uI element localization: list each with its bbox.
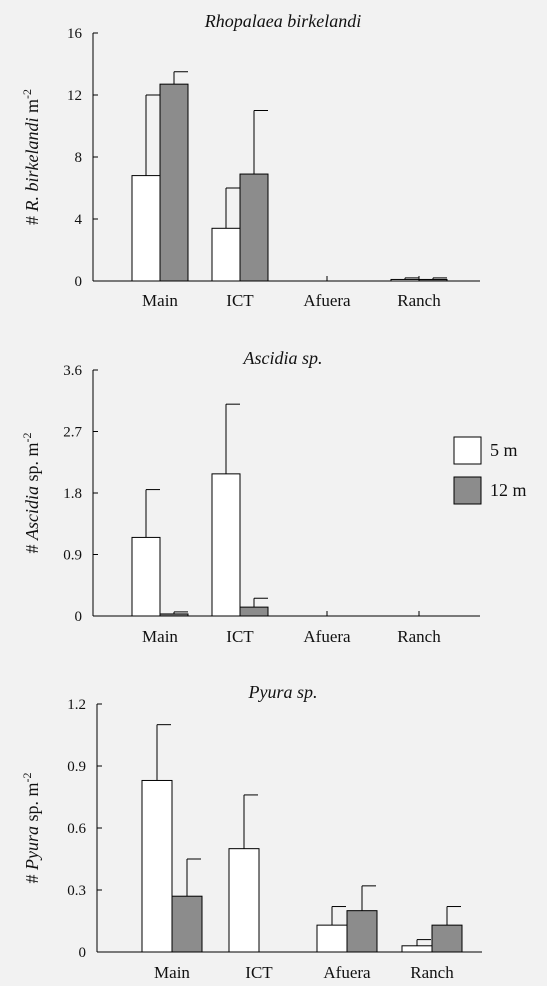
y-tick-label: 3.6 bbox=[63, 363, 82, 379]
y-tick-label: 8 bbox=[75, 150, 83, 166]
x-category-label: ICT bbox=[226, 627, 254, 646]
chart-panel-2: Ascidia sp. 0 0.9 1.8 2.7 3.6 Main ICT Afuera Ran… bbox=[20, 348, 480, 646]
bar-12m bbox=[239, 173, 269, 282]
x-category-label: ICT bbox=[226, 291, 254, 310]
x-category-label: Ranch bbox=[397, 291, 441, 310]
bar-12m bbox=[418, 278, 448, 282]
bar-5m bbox=[390, 278, 420, 282]
x-category-label: Main bbox=[142, 291, 178, 310]
y-tick-label: 0 bbox=[79, 945, 87, 961]
bar-5m bbox=[316, 924, 348, 953]
x-category-label: Ranch bbox=[410, 963, 454, 982]
bar-5m bbox=[131, 536, 161, 617]
y-tick-label: 16 bbox=[67, 26, 83, 42]
y-tick-label: 1.8 bbox=[63, 486, 82, 502]
y-tick-label: 0.9 bbox=[67, 759, 86, 775]
bar-12m bbox=[171, 895, 203, 953]
y-tick-label: 12 bbox=[67, 88, 82, 104]
x-category-label: Main bbox=[154, 963, 190, 982]
y-tick-label: 0 bbox=[75, 274, 83, 290]
legend-swatch bbox=[453, 476, 482, 505]
bar-5m bbox=[211, 227, 241, 282]
legend-label: 5 m bbox=[490, 440, 518, 460]
x-category-label: Ranch bbox=[397, 627, 441, 646]
bar-5m bbox=[141, 779, 173, 953]
chart-title: Rhopalaea birkelandi bbox=[204, 11, 361, 31]
bar-12m bbox=[159, 613, 189, 617]
x-category-label: ICT bbox=[245, 963, 273, 982]
x-category-label: Afuera bbox=[303, 627, 351, 646]
legend-swatch bbox=[453, 436, 482, 465]
bar-12m bbox=[239, 606, 269, 617]
y-tick-label: 0.6 bbox=[67, 821, 86, 837]
y-tick-label: 1.2 bbox=[67, 697, 86, 713]
chart-panel-1: Rhopalaea birkelandi 0 4 8 12 16 Main ICT Afuera… bbox=[20, 11, 480, 310]
y-tick-label: 0.3 bbox=[67, 883, 86, 899]
x-category-label: Afuera bbox=[323, 963, 371, 982]
y-axis-label: # Ascidia sp. m-2 bbox=[20, 432, 42, 553]
x-category-label: Afuera bbox=[303, 291, 351, 310]
y-tick-label: 0 bbox=[75, 609, 83, 625]
y-tick-label: 0.9 bbox=[63, 548, 82, 564]
legend: 5 m 12 m bbox=[453, 436, 527, 505]
y-tick-label: 2.7 bbox=[63, 425, 82, 441]
bar-12m bbox=[431, 924, 463, 953]
y-axis-label: # Pyura sp. m-2 bbox=[20, 772, 42, 883]
chart-title: Pyura sp. bbox=[248, 682, 318, 702]
bar-5m bbox=[401, 945, 433, 953]
chart-panel-3: Pyura sp. 0 0.3 0.6 0.9 1.2 Main ICT Afuera Ranch… bbox=[20, 682, 482, 982]
y-tick-label: 4 bbox=[75, 212, 83, 228]
bar-5m bbox=[211, 473, 241, 617]
x-category-label: Main bbox=[142, 627, 178, 646]
legend-label: 12 m bbox=[490, 480, 527, 500]
chart-title: Ascidia sp. bbox=[243, 348, 323, 368]
bar-5m bbox=[228, 848, 260, 953]
bar-12m bbox=[346, 910, 378, 953]
bar-5m bbox=[131, 175, 161, 282]
bar-12m bbox=[159, 83, 189, 282]
y-axis-label: # R. birkelandi m-2 bbox=[20, 89, 42, 225]
